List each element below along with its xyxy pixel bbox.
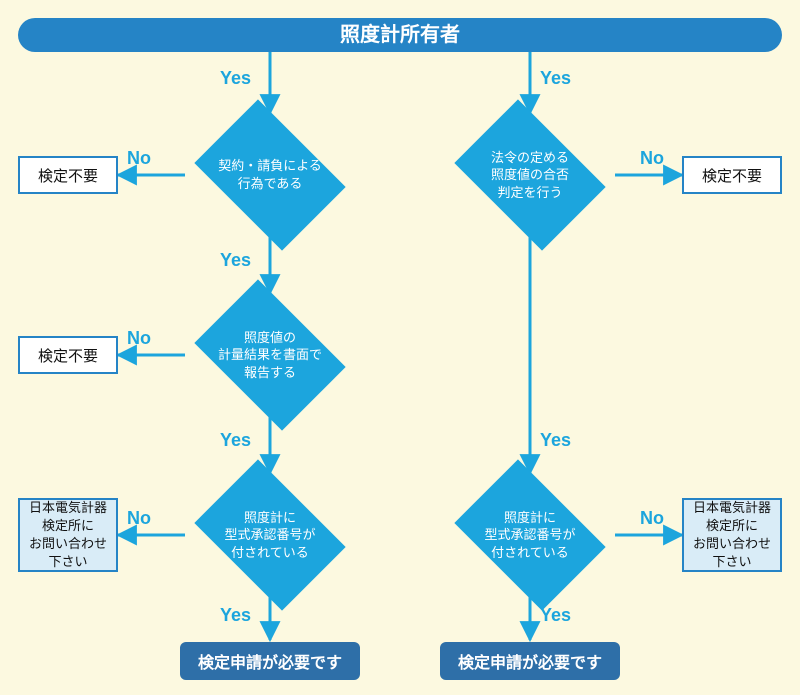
decision-type-approval-left: 照度計に型式承認番号が付されている — [194, 459, 345, 610]
label-no: No — [640, 508, 664, 529]
box-result-2: 検定申請が必要です — [440, 642, 620, 680]
label-no: No — [127, 508, 151, 529]
label-no: No — [127, 328, 151, 349]
box-result-1: 検定申請が必要です — [180, 642, 360, 680]
label-yes: Yes — [220, 605, 251, 626]
label-yes: Yes — [220, 250, 251, 271]
box-contact-2: 日本電気計器検定所にお問い合わせ下さい — [682, 498, 782, 572]
label-no: No — [640, 148, 664, 169]
header-bar: 照度計所有者 — [18, 18, 782, 52]
label-yes: Yes — [220, 430, 251, 451]
connector-layer — [0, 0, 800, 695]
decision-contract: 契約・請負による行為である — [194, 99, 345, 250]
box-contact-1: 日本電気計器検定所にお問い合わせ下さい — [18, 498, 118, 572]
label-yes: Yes — [540, 605, 571, 626]
label-yes: Yes — [540, 68, 571, 89]
decision-regulation: 法令の定める照度値の合否判定を行う — [454, 99, 605, 250]
box-no-inspection-1: 検定不要 — [18, 156, 118, 194]
label-no: No — [127, 148, 151, 169]
decision-report: 照度値の計量結果を書面で報告する — [194, 279, 345, 430]
label-yes: Yes — [540, 430, 571, 451]
label-yes: Yes — [220, 68, 251, 89]
box-no-inspection-2: 検定不要 — [682, 156, 782, 194]
box-no-inspection-3: 検定不要 — [18, 336, 118, 374]
decision-type-approval-right: 照度計に型式承認番号が付されている — [454, 459, 605, 610]
